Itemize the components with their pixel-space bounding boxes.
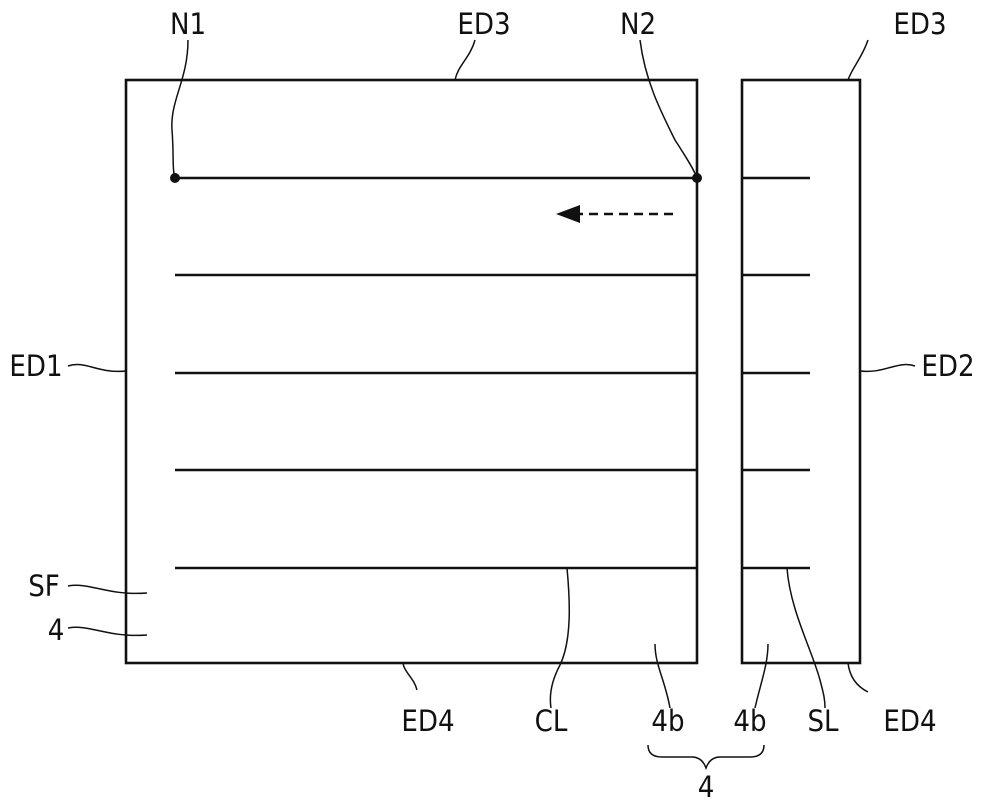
leader-sf: [68, 585, 147, 593]
label-ed4-right: ED4: [883, 704, 936, 738]
label-four-left: 4: [48, 613, 65, 647]
label-ed1: ED1: [9, 349, 62, 383]
label-ed4-left: ED4: [401, 704, 454, 738]
leader-sl: [787, 568, 825, 708]
label-ed3-right: ED3: [893, 7, 946, 41]
label-four-bottom: 4: [698, 770, 715, 804]
label-ed2: ED2: [921, 349, 974, 383]
label-sl: SL: [807, 704, 839, 738]
left-panel: [126, 80, 697, 663]
leader-ed3-right: [848, 40, 868, 80]
dashed-arrow-head: [556, 205, 580, 223]
label-sf: SF: [28, 569, 60, 603]
label-cl: CL: [535, 704, 568, 738]
leader-n2: [640, 40, 697, 178]
leader-ed4-left: [403, 663, 417, 690]
leader-cl: [550, 568, 569, 708]
right-panel: [742, 80, 860, 663]
leader-ed1: [68, 364, 126, 371]
leader-four-left: [68, 627, 147, 635]
label-n2: N2: [620, 7, 656, 41]
label-fourb-a: 4b: [651, 704, 684, 738]
label-fourb-b: 4b: [733, 704, 766, 738]
leader-ed4-right: [848, 663, 868, 692]
leader-fourb-a: [655, 644, 670, 708]
brace-4: [648, 745, 764, 768]
leader-fourb-b: [755, 644, 768, 708]
label-ed3-left: ED3: [457, 7, 510, 41]
leader-n1: [172, 40, 188, 178]
label-n1: N1: [170, 7, 206, 41]
leader-ed3-left: [455, 40, 475, 80]
leader-ed2: [860, 364, 915, 371]
